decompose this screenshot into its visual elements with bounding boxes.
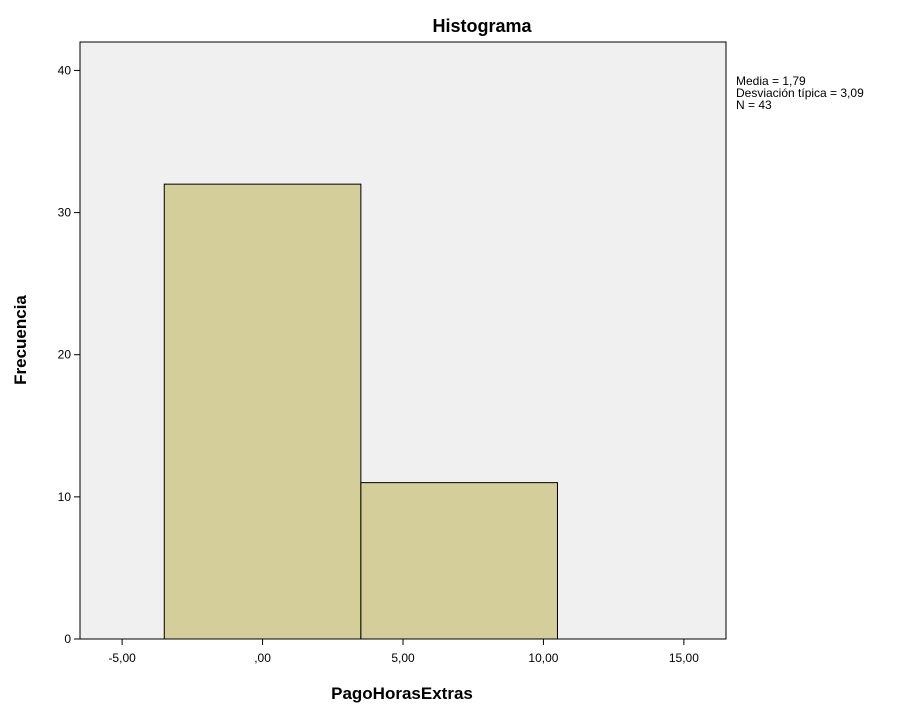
y-tick-label: 0 xyxy=(64,632,71,646)
stats-std: Desviación típica = 3,09 xyxy=(736,86,864,100)
x-tick-label: 10,00 xyxy=(528,651,558,665)
x-tick-label: 5,00 xyxy=(391,651,415,665)
x-axis-label: PagoHorasExtras xyxy=(331,684,473,703)
histogram-bar-2 xyxy=(360,482,558,640)
x-axis-ticks: -5,00 ,00 5,00 10,00 15,00 xyxy=(108,639,699,665)
bars-group xyxy=(163,183,558,640)
x-tick-label: -5,00 xyxy=(108,651,136,665)
y-tick-label: 20 xyxy=(58,348,72,362)
y-tick-label: 30 xyxy=(58,206,72,220)
y-axis-label: Frecuencia xyxy=(11,295,30,385)
chart-title: Histograma xyxy=(432,16,532,36)
y-tick-label: 10 xyxy=(58,490,72,504)
histogram-bar-1 xyxy=(163,183,362,640)
y-axis-ticks: 0 10 20 30 40 xyxy=(58,63,80,646)
y-tick-label: 40 xyxy=(58,63,72,77)
stats-n: N = 43 xyxy=(736,98,772,112)
stats-mean: Media = 1,79 xyxy=(736,74,806,88)
x-tick-label: 15,00 xyxy=(669,651,699,665)
x-tick-label: ,00 xyxy=(254,651,271,665)
